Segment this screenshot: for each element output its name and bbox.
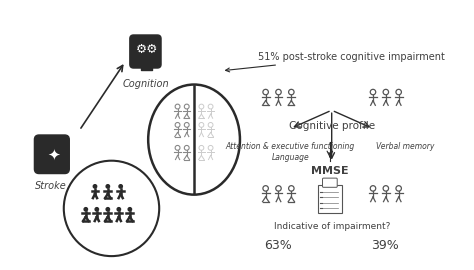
Text: 39%: 39% [371,239,399,252]
Ellipse shape [148,85,240,195]
Text: ⚙⚙: ⚙⚙ [136,43,158,56]
FancyBboxPatch shape [130,35,161,68]
Circle shape [117,207,121,212]
Circle shape [105,184,110,189]
Circle shape [94,207,99,212]
Text: Stroke: Stroke [36,181,67,191]
FancyBboxPatch shape [318,185,342,213]
Circle shape [118,184,123,189]
FancyBboxPatch shape [35,135,69,174]
Text: Indicative of impairment?: Indicative of impairment? [273,222,390,231]
Circle shape [105,207,110,212]
FancyBboxPatch shape [322,178,337,187]
Circle shape [83,207,88,212]
Text: Verbal memory: Verbal memory [376,142,434,151]
Text: MMSE: MMSE [311,166,349,176]
Circle shape [128,207,132,212]
Text: Cognition: Cognition [123,79,170,89]
Circle shape [64,161,159,256]
Text: ✦: ✦ [47,148,60,163]
Text: Attention & executive functioning
Language: Attention & executive functioning Langua… [226,142,355,162]
Text: Cognitive profile: Cognitive profile [289,121,375,131]
Text: 51% post-stroke cognitive impairment: 51% post-stroke cognitive impairment [226,52,445,72]
Text: 63%: 63% [264,239,292,252]
Circle shape [92,184,97,189]
